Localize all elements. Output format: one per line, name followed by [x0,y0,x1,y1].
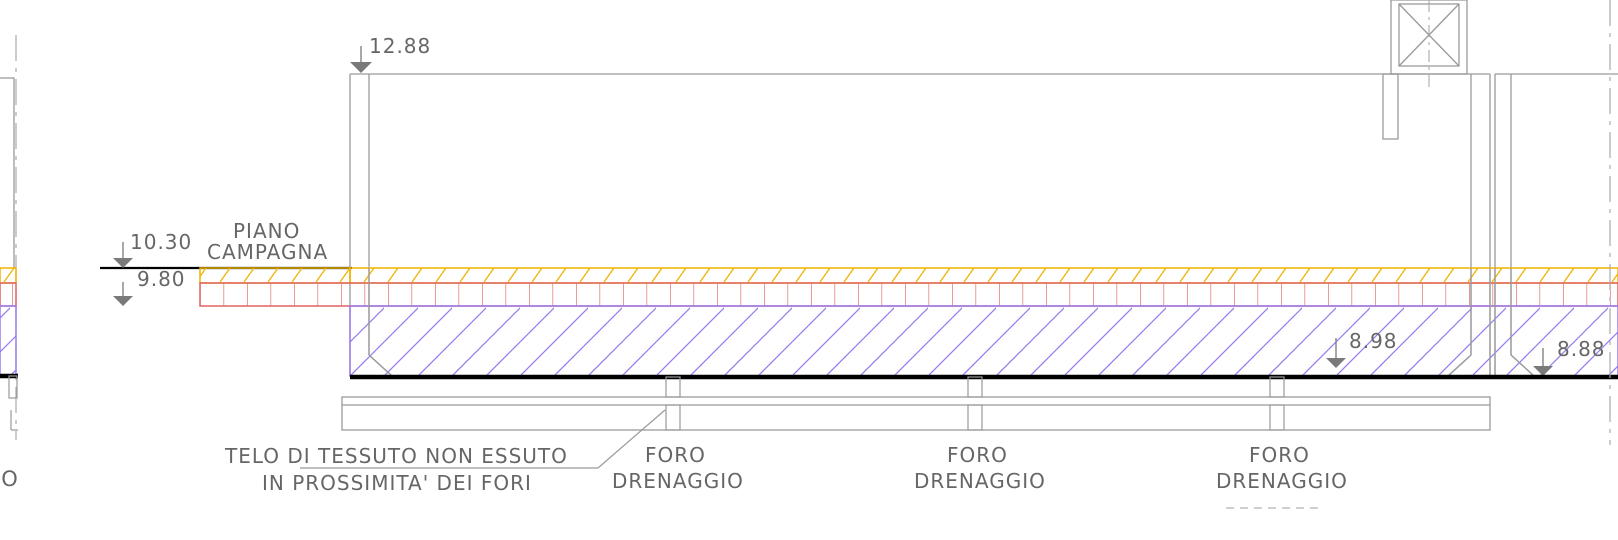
level-arrow-9-80 [113,296,133,306]
top-layer-left-strip [199,267,351,284]
left-brick-layer [0,282,17,307]
foro-drenaggio-1-line2: DRENAGGIO [612,469,744,493]
piano-campagna-label-line2: CAMPAGNA [207,240,328,264]
inner-level-markers: 8.98 8.88 [1326,329,1606,376]
vent-frame-outer [1390,0,1468,75]
drain-pipe-1 [665,376,681,431]
annotations: TELO DI TESSUTO NON ESSUTO IN PROSSIMITA… [224,409,1348,509]
foro-drenaggio-2-line2: DRENAGGIO [914,469,1046,493]
level-label-8-98: 8.98 [1349,329,1398,353]
level-arrow-8-98 [1326,358,1346,368]
brick-layer-main [199,282,1618,307]
top-level-arrow [350,62,372,73]
top-layer-main [349,267,1618,284]
right-panel-chamfer-overlay [1510,354,1535,377]
left-fragment: IO [0,35,19,491]
vent-stub [1382,73,1399,140]
left-drain-pipe [8,375,18,399]
soil-layers [199,267,1618,377]
foro-drenaggio-1-line1: FORO [645,443,706,467]
left-wall-chamfer-overlay [368,354,393,377]
foro-drenaggio-3-line2: DRENAGGIO [1216,469,1348,493]
vent-detail [1382,0,1468,140]
left-gravel-layer [0,305,17,377]
left-cut-label: IO [0,467,19,491]
foundation [341,374,1618,431]
level-arrow-8-88 [1533,366,1553,376]
foro-drenaggio-3-line1: FORO [1249,443,1310,467]
level-label-9-80: 9.80 [137,267,186,291]
right-wall-chamfer-overlay [1447,354,1472,377]
drain-pipe-3 [1269,376,1285,431]
level-label-10-30: 10.30 [130,230,192,254]
foro-drenaggio-2-line1: FORO [947,443,1008,467]
left-wall-outline [0,77,15,268]
drain-pipe-2 [967,376,983,431]
left-top-layer [0,267,17,284]
telo-label-line1: TELO DI TESSUTO NON ESSUTO [224,444,568,468]
piano-campagna-label-line1: PIANO [233,219,300,243]
telo-label-line2: IN PROSSIMITA' DEI FORI [262,471,532,495]
level-arrow-10-30 [113,258,133,268]
foundation-slab [341,396,1491,431]
level-label-12-88: 12.88 [369,34,431,58]
telo-leader-line [597,409,666,469]
gravel-layer-main [349,305,1618,377]
level-label-8-88: 8.88 [1557,337,1606,361]
